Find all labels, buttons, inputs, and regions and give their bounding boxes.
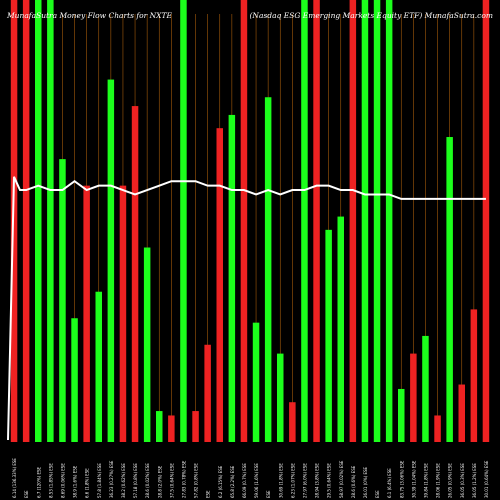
x-tick-label: 28.8 (2.0%) ESE: [157, 465, 162, 498]
bar: [204, 344, 211, 442]
x-tick-label: 6.1 (6.4%) ESE: [387, 468, 392, 498]
x-tick-label: 83.75 (3.06%) ESE: [399, 460, 404, 498]
bar: [446, 137, 453, 442]
x-tick-label: 57.82 (0.8%) ESE: [194, 463, 199, 498]
bar: [180, 0, 187, 442]
bar: [264, 97, 272, 443]
bar: [252, 322, 260, 442]
bar: [10, 0, 18, 442]
bar: [422, 335, 429, 442]
x-tick-label: 28.94 (3.8%) ESE: [315, 463, 320, 498]
bar: [83, 185, 90, 442]
bar: [373, 0, 381, 442]
x-tick-label: 6.6 (1.8%) ESE: [85, 468, 90, 498]
x-tick-label: 36.05 (0.3%) ESE: [460, 463, 465, 498]
x-tick-labels: 6.14 (136.33%) ESE ESE 6.7 (120%) ESE 8.53 …: [12, 458, 489, 498]
x-tick-label: 26.01 (0%) ESE: [363, 466, 368, 498]
money-flow-line: [7, 176, 486, 441]
bar: [156, 411, 163, 442]
x-tick-label: 57.18 (0.8%) ESE: [133, 463, 138, 498]
bar: [95, 291, 102, 442]
x-tick-label: 39.84 (1.8%) ESE: [423, 463, 428, 498]
x-tick-label: 37.5 (0.64%) ESE: [169, 463, 174, 498]
x-tick-label: ESE: [375, 490, 380, 498]
x-tick-label: 29.5 (0.64%) ESE: [327, 463, 332, 498]
chart-title: MunafaSutra Money Flow Charts for NXTE: [7, 11, 172, 20]
x-tick-label: 30.01 (0.64%) ESE: [484, 460, 489, 498]
bar: [337, 216, 344, 442]
bar: [35, 0, 42, 442]
bar: [240, 0, 248, 442]
bar: [71, 318, 78, 442]
x-tick-label: 6.2 (6.15%) ESE: [218, 465, 223, 498]
chart-subtitle: (Nasdaq ESG Emerging Markets Equity ETF)…: [249, 11, 494, 20]
x-tick-label: 36.23 (0.27%) ESE: [109, 460, 114, 498]
x-tick-label: 28.6 (0.6%) ESE: [351, 465, 356, 498]
x-tick-label: 66.09 (0.7%) ESE: [242, 463, 247, 498]
x-tick-label: 65.8 (2.2%) ESE: [230, 465, 235, 498]
x-tick-label: 28.6 (0.02%) ESE: [145, 463, 150, 498]
x-tick-label: 30.39 (1.04%) ESE: [411, 460, 416, 498]
bar: [458, 384, 465, 442]
bar: [119, 185, 127, 442]
bar: [349, 0, 357, 442]
bar: [289, 402, 296, 442]
bar: [470, 309, 478, 442]
bar: [22, 0, 30, 442]
x-tick-label: 8.69 (0.06%) ESE: [60, 463, 65, 498]
bar: [192, 411, 199, 442]
bar: [398, 388, 405, 442]
x-tick-label: ESE: [206, 490, 211, 498]
x-tick-label: 27.83 (0.78%) ESE: [181, 460, 186, 498]
x-tick-label: 6.7 (120%) ESE: [36, 466, 41, 498]
bar: [361, 0, 369, 442]
bar: [228, 114, 236, 443]
bar: [59, 159, 66, 442]
bar: [168, 415, 175, 442]
bar: [385, 0, 393, 442]
bar: [410, 353, 417, 442]
bar: [325, 229, 332, 442]
bar: [47, 0, 54, 442]
x-tick-label: 58.97 (0.02%) ESE: [339, 460, 344, 498]
bar: [216, 128, 223, 442]
bar: [277, 353, 284, 442]
x-tick-label: 36.05 (1.2%) ESE: [472, 463, 477, 498]
x-tick-label: 59.06 (1.6%) ESE: [254, 463, 259, 498]
bar: [107, 79, 115, 442]
x-tick-label: 26.05 (0.9%) ESE: [448, 463, 453, 498]
bar: [313, 0, 320, 442]
x-tick-label: 27.97 (6.0%) ESE: [302, 463, 307, 498]
line-layer: [7, 176, 486, 441]
x-tick-label: ESE: [24, 490, 29, 498]
x-tick-label: ESE: [266, 490, 271, 498]
bar: [301, 0, 308, 442]
x-tick-label: 6.23 (1.07%) ESE: [290, 463, 295, 498]
bars: [10, 0, 490, 443]
x-tick-label: 8.53 (1.85%) ESE: [48, 463, 53, 498]
bar: [482, 0, 490, 442]
x-tick-label: 6.14 (136.33%) ESE: [12, 458, 17, 498]
bar: [143, 247, 151, 442]
x-tick-label: 38.2 (0.62%) ESE: [121, 463, 126, 498]
bar: [131, 106, 139, 442]
x-tick-label: 57.8 (1.84%) ESE: [97, 463, 102, 498]
x-tick-label: 28.06 (1.9%) ESE: [436, 463, 441, 498]
bar: [434, 415, 441, 442]
x-tick-label: 38.9 (1.6%) ESE: [73, 465, 78, 498]
x-tick-label: 30.69 (1.8%) ESE: [278, 463, 283, 498]
